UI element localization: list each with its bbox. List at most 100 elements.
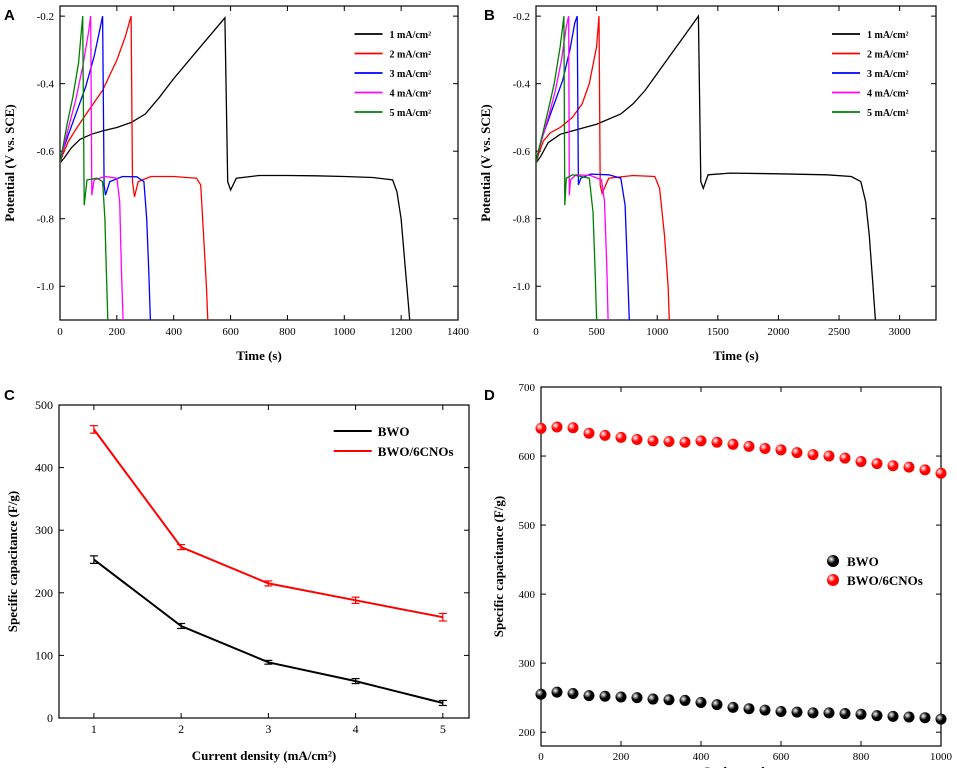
x-tick-label: 1400 [447,326,470,338]
data-point [695,435,707,447]
data-point [663,694,675,706]
data-point [903,711,915,723]
legend-label-3: 3 mA/cm² [390,69,432,80]
x-tick-label: 400 [165,326,182,338]
legend-label-2: BWO/6CNOs [847,573,923,588]
y-axis-title: Potential (V vs. SCE) [478,104,493,221]
y-tick-label: 100 [35,648,53,662]
y-tick-label: 700 [519,382,536,394]
legend-label-1: BWO [847,554,879,569]
legend-label-1: 1 mA/cm² [867,30,909,41]
data-point [695,697,707,709]
data-point [791,706,803,718]
data-point [871,710,883,722]
data-point [663,436,675,448]
y-tick-label: 400 [519,589,536,601]
data-point [839,452,851,464]
y-tick-label: -1.0 [37,281,55,293]
data-point [535,688,547,700]
data-point [567,422,579,434]
y-axis-title: Potential (V vs. SCE) [2,104,17,221]
data-point [839,708,851,720]
data-point [679,694,691,706]
panel-c-chart: 1 2 3 4 5 0 100 200 300 400 500 Current density (mA… [5,398,470,763]
data-point [599,429,611,441]
x-tick-label: 200 [613,751,630,763]
data-point [871,458,883,470]
legend-label-4: 4 mA/cm² [390,89,432,100]
y-axis-title: Specific capacitance (F/g) [5,491,20,633]
x-axis-title: Cycle number [702,764,781,768]
panel-a-chart: 0 200 400 600 800 1000 1200 1400 -1.0 -0.8 -0.6 -0.… [2,5,470,363]
x-tick-label: 5 [440,722,446,736]
x-tick-label: 3000 [889,326,912,338]
data-point [727,438,739,450]
series-line-3 [536,15,630,320]
data-point [919,464,931,476]
data-point [583,427,595,439]
data-point [855,708,867,720]
y-tick-label: -0.4 [37,79,55,91]
series-line-4 [60,16,124,320]
data-point [551,686,563,698]
data-point [775,705,787,717]
series-line-2 [536,16,670,320]
x-tick-label: 3 [265,722,271,736]
data-point [887,460,899,472]
panel-letter-b: B [484,7,495,24]
panel-letter-c: C [4,387,15,404]
x-tick-label: 600 [773,751,790,763]
x-tick-label: 200 [109,326,126,338]
y-axis-title: Specific capacitance (F/g) [491,496,506,638]
data-point [775,444,787,456]
y-tick-label: 400 [35,461,53,475]
data-point [583,690,595,702]
x-tick-label: 1000 [930,751,953,763]
data-point [615,691,627,703]
y-tick-label: -0.8 [37,214,55,226]
legend-label-1: BWO [378,424,410,439]
data-point [551,421,563,433]
data-point [935,467,947,479]
y-tick-label: -0.6 [513,146,531,158]
plot-frame-d [540,386,942,747]
y-tick-label: -0.8 [513,214,531,226]
x-tick-label: 500 [588,326,605,338]
y-tick-label: 200 [35,586,53,600]
x-axis-title: Time (s) [713,348,759,363]
y-tick-label: -0.6 [37,146,55,158]
data-point [679,436,691,448]
x-tick-label: 1000 [333,326,356,338]
legend-label-2: BWO/6CNOs [378,444,454,459]
legend-marker-1 [827,555,839,567]
x-tick-label: 800 [853,751,870,763]
legend-label-5: 5 mA/cm² [390,108,432,119]
data-point [791,447,803,459]
y-tick-label: -0.2 [37,11,54,23]
panel-b-chart: 0 500 1000 1500 2000 2500 3000 -1.0 -0.8 -0.6 -0.4… [478,5,937,363]
x-tick-label: 2500 [828,326,851,338]
x-tick-label: 2000 [767,326,790,338]
legend-label-1: 1 mA/cm² [390,30,432,41]
legend-label-2: 2 mA/cm² [390,50,432,61]
x-tick-label: 4 [353,722,359,736]
series-line-1 [60,16,411,320]
x-tick-label: 1000 [646,326,669,338]
data-point [855,456,867,468]
y-tick-label: 600 [519,451,536,463]
y-tick-label: 0 [47,711,53,725]
data-point [727,701,739,713]
x-tick-label: 2 [178,722,184,736]
x-tick-label: 0 [538,751,544,763]
x-tick-label: 0 [57,326,63,338]
data-point [615,431,627,443]
x-tick-label: 600 [222,326,239,338]
data-point [887,710,899,722]
x-tick-label: 800 [279,326,296,338]
data-point [647,693,659,705]
series-line-4 [536,15,609,320]
legend-label-4: 4 mA/cm² [867,89,909,100]
legend-marker-2 [827,574,839,586]
series-line-3 [60,15,152,320]
